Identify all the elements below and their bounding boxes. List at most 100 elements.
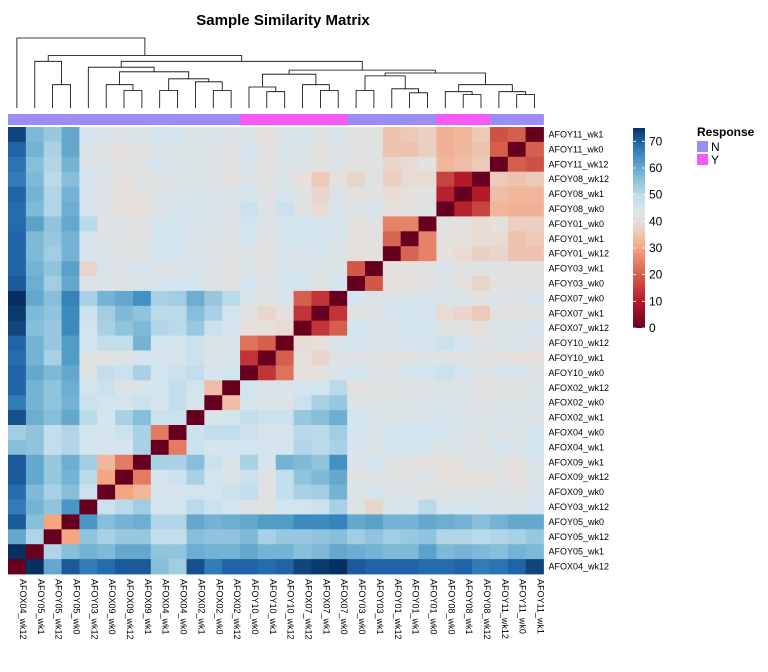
heatmap-cell xyxy=(347,141,366,158)
heatmap-cell xyxy=(489,276,509,292)
heatmap-cell xyxy=(186,335,205,351)
heatmap-cell xyxy=(150,305,170,322)
response-annotation-cell xyxy=(329,114,348,125)
heatmap-cell xyxy=(525,559,544,575)
heatmap-cell xyxy=(8,186,27,202)
heatmap-cell xyxy=(61,127,80,143)
heatmap-cell xyxy=(347,410,366,426)
heatmap-cell xyxy=(79,544,98,560)
heatmap-cell xyxy=(61,350,80,366)
heatmap-cell xyxy=(489,454,509,471)
heatmap-cell xyxy=(61,499,80,515)
heatmap-cell xyxy=(132,544,152,560)
heatmap-cell xyxy=(8,127,27,143)
dendrogram-branch xyxy=(384,72,486,85)
heatmap-cell xyxy=(115,410,134,426)
heatmap-cell xyxy=(507,499,527,515)
heatmap-cell xyxy=(489,156,509,173)
heatmap-cell xyxy=(43,365,62,381)
heatmap-cell xyxy=(507,425,527,441)
heatmap-cell xyxy=(418,320,437,336)
heatmap-cell xyxy=(525,171,544,187)
heatmap-cell xyxy=(347,425,366,441)
heatmap-cell xyxy=(400,514,419,530)
heatmap-cell xyxy=(150,141,170,158)
row-label: AFOY05_wk0 xyxy=(549,517,605,527)
heatmap-cell xyxy=(43,469,62,485)
heatmap-cell xyxy=(489,171,509,187)
heatmap-cell xyxy=(365,290,384,307)
column-label: AFOX02_wk0 xyxy=(214,579,224,635)
heatmap-cell xyxy=(79,454,98,471)
heatmap-cell xyxy=(365,171,384,187)
heatmap-cell xyxy=(275,320,294,336)
heatmap-cell xyxy=(400,395,419,411)
heatmap-cell xyxy=(436,380,455,396)
heatmap-cell xyxy=(293,141,312,158)
heatmap-cell xyxy=(418,499,437,515)
heatmap-cell xyxy=(436,454,455,471)
heatmap-cell xyxy=(222,454,241,471)
heatmap-cell xyxy=(275,141,294,158)
heatmap-cell xyxy=(204,246,223,262)
heatmap-cell xyxy=(186,186,205,202)
heatmap-cell xyxy=(454,514,473,530)
heatmap-cell xyxy=(204,261,223,277)
heatmap-cell xyxy=(400,350,419,366)
heatmap-cell xyxy=(168,544,187,560)
heatmap-cell xyxy=(43,514,62,530)
heatmap-cell xyxy=(347,439,366,456)
heatmap-cell xyxy=(507,171,527,187)
heatmap-cell xyxy=(132,127,152,143)
heatmap-cell xyxy=(115,514,134,530)
heatmap-cell xyxy=(25,514,45,530)
heatmap-cell xyxy=(525,410,544,426)
heatmap-cell xyxy=(472,350,491,366)
heatmap-cell xyxy=(257,305,277,322)
heatmap-cell xyxy=(97,454,116,471)
heatmap-cell xyxy=(79,171,98,187)
heatmap-cell xyxy=(400,305,419,322)
heatmap-cell xyxy=(472,484,491,500)
response-annotation-cell xyxy=(186,114,205,125)
heatmap-cell xyxy=(222,305,241,322)
heatmap-cell xyxy=(382,425,402,441)
heatmap-cell xyxy=(311,425,330,441)
heatmap-cell xyxy=(132,231,152,247)
heatmap-cell xyxy=(79,201,98,217)
heatmap-cell xyxy=(8,484,27,500)
heatmap-cell xyxy=(61,320,80,336)
heatmap-cell xyxy=(507,454,527,471)
response-annotation-cell xyxy=(168,114,187,125)
heatmap-cell xyxy=(150,156,170,173)
colorbar-tick-label: 30 xyxy=(649,241,663,255)
heatmap-cell xyxy=(525,514,544,530)
heatmap-cell xyxy=(186,410,205,426)
heatmap-cell xyxy=(329,559,348,575)
heatmap-cell xyxy=(329,410,348,426)
dendrogram-branch xyxy=(123,90,143,108)
heatmap-cell xyxy=(168,350,187,366)
heatmap-cell xyxy=(61,216,80,232)
heatmap-cell xyxy=(186,469,205,485)
row-label: AFOY05_wk12 xyxy=(549,532,610,542)
heatmap-cell xyxy=(454,395,473,411)
heatmap-cell xyxy=(240,439,259,456)
heatmap-cell xyxy=(472,305,491,322)
heatmap-cell xyxy=(347,186,366,202)
heatmap-cell xyxy=(400,425,419,441)
heatmap-cell xyxy=(222,171,241,187)
heatmap-cell xyxy=(365,395,384,411)
heatmap-cell xyxy=(418,156,437,173)
heatmap-cell xyxy=(329,231,348,247)
heatmap-cell xyxy=(97,544,116,560)
heatmap-cell xyxy=(43,201,62,217)
heatmap-cell xyxy=(132,484,152,500)
heatmap-cell xyxy=(418,261,437,277)
dendrogram-branch xyxy=(195,81,223,108)
heatmap-cell xyxy=(79,514,98,530)
heatmap-cell xyxy=(43,171,62,187)
heatmap-cell xyxy=(489,127,509,143)
heatmap-cell xyxy=(347,171,366,187)
heatmap-cell xyxy=(525,156,544,173)
